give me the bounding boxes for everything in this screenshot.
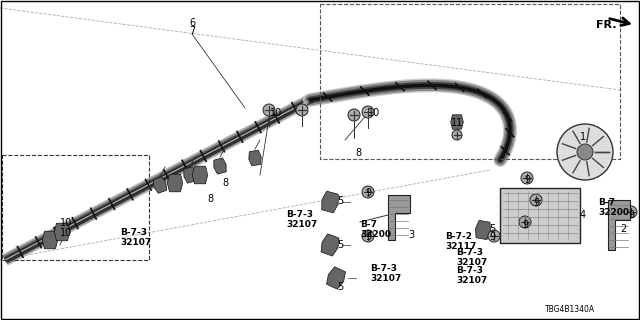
Circle shape	[296, 104, 308, 116]
Polygon shape	[451, 115, 463, 129]
Circle shape	[519, 216, 531, 228]
Bar	[320, 4, 620, 159]
Text: 2: 2	[620, 224, 627, 234]
Text: 5: 5	[337, 282, 343, 292]
Circle shape	[625, 206, 637, 218]
Bar	[2, 155, 149, 260]
Circle shape	[557, 124, 613, 180]
Text: 8: 8	[222, 178, 228, 188]
Polygon shape	[476, 220, 491, 240]
Text: 1: 1	[580, 132, 586, 142]
Circle shape	[530, 194, 542, 206]
Text: 5: 5	[337, 196, 343, 206]
Text: B-7-3
32107: B-7-3 32107	[456, 266, 487, 285]
Text: B-7-3
32107: B-7-3 32107	[456, 248, 487, 268]
Text: 6: 6	[189, 18, 195, 28]
Text: 10: 10	[60, 228, 72, 238]
Polygon shape	[154, 177, 166, 193]
Text: B-7-3
32107: B-7-3 32107	[120, 228, 151, 247]
Text: 8: 8	[207, 194, 213, 204]
Polygon shape	[42, 231, 58, 249]
Circle shape	[488, 230, 500, 242]
Text: TBG4B1340A: TBG4B1340A	[545, 305, 595, 314]
Polygon shape	[388, 195, 410, 240]
Text: 5: 5	[337, 240, 343, 250]
Text: 10: 10	[60, 218, 72, 228]
Text: 10: 10	[270, 108, 282, 118]
Text: 9: 9	[524, 175, 530, 185]
Text: 5: 5	[489, 224, 495, 234]
Text: 3: 3	[408, 230, 414, 240]
Text: 9: 9	[365, 232, 371, 242]
Text: 9: 9	[522, 220, 528, 230]
Text: 4: 4	[580, 210, 586, 220]
Text: 10: 10	[368, 108, 380, 118]
Polygon shape	[167, 174, 182, 192]
Circle shape	[577, 144, 593, 160]
Text: 9: 9	[489, 232, 495, 242]
Polygon shape	[608, 200, 630, 250]
Text: 9: 9	[365, 188, 371, 198]
Circle shape	[362, 230, 374, 242]
Text: 8: 8	[355, 148, 361, 158]
Text: 9: 9	[628, 210, 634, 220]
Text: B-7-3
32107: B-7-3 32107	[370, 264, 401, 284]
Circle shape	[263, 104, 275, 116]
Text: 7: 7	[189, 26, 195, 36]
Polygon shape	[326, 267, 346, 289]
Circle shape	[521, 172, 533, 184]
Polygon shape	[249, 150, 261, 166]
Polygon shape	[321, 234, 339, 256]
Text: B-7
32200: B-7 32200	[360, 220, 391, 239]
Polygon shape	[214, 158, 226, 174]
Text: B-7-2
32117: B-7-2 32117	[445, 232, 476, 252]
Bar	[500, 188, 580, 243]
Text: B-7-3
32107: B-7-3 32107	[286, 210, 317, 229]
Polygon shape	[184, 167, 196, 183]
Text: 9: 9	[533, 198, 539, 208]
Text: 11: 11	[451, 118, 463, 128]
Polygon shape	[322, 191, 339, 213]
Polygon shape	[192, 166, 208, 184]
Circle shape	[348, 109, 360, 121]
Circle shape	[362, 106, 374, 118]
Polygon shape	[54, 223, 70, 241]
Circle shape	[362, 186, 374, 198]
Text: FR.: FR.	[596, 20, 616, 30]
Circle shape	[452, 130, 462, 140]
Text: B-7
32200: B-7 32200	[598, 198, 629, 217]
